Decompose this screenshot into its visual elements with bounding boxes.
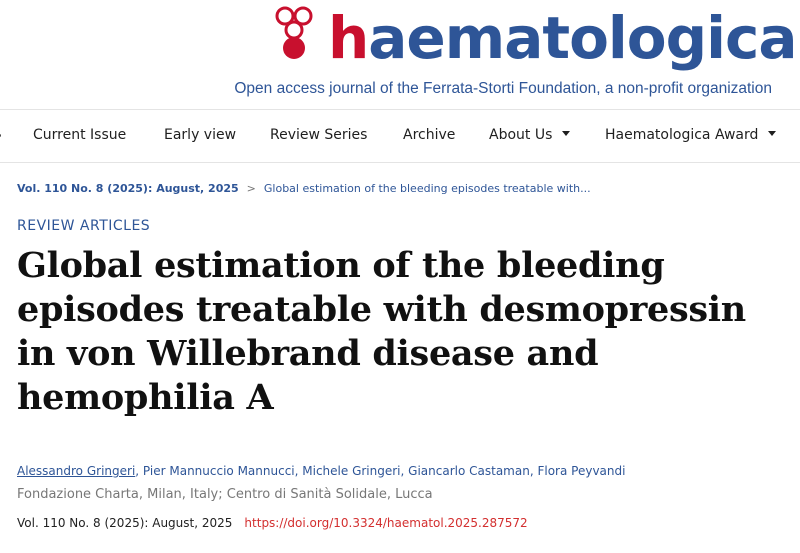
nav-review-series[interactable]: Review Series <box>270 127 368 143</box>
chevron-down-icon <box>768 130 777 136</box>
author-link[interactable]: Flora Peyvandi <box>537 464 626 478</box>
nav-early-view[interactable]: Early view <box>164 127 237 143</box>
author-separator: , <box>400 464 409 478</box>
doi-link[interactable]: https://doi.org/10.3324/haematol.2025.28… <box>244 516 528 530</box>
nav-current-issue[interactable]: Current Issue <box>33 127 127 143</box>
author-link[interactable]: Giancarlo Castaman <box>408 464 530 478</box>
drop-circles-logo-icon <box>275 6 313 59</box>
breadcrumb-separator: > <box>246 182 256 195</box>
article-citation-line: Vol. 110 No. 8 (2025): August, 2025 https… <box>17 516 528 530</box>
chevron-down-icon <box>562 130 571 136</box>
site-tagline: Open access journal of the Ferrata-Stort… <box>234 80 772 97</box>
nav-archive[interactable]: Archive <box>403 127 456 143</box>
nav-overflow-dot <box>0 134 1 137</box>
nav-about-us[interactable]: About Us <box>489 127 571 143</box>
breadcrumb-current: Global estimation of the bleeding episod… <box>263 182 591 195</box>
nav-haematologica-award[interactable]: Haematologica Award <box>605 127 777 143</box>
author-separator: , <box>294 464 303 478</box>
author-list: Alessandro Gringeri, Pier Mannuccio Mann… <box>17 464 625 478</box>
author-link[interactable]: Pier Mannuccio Mannucci <box>142 464 295 478</box>
site-wordmark: haematologica <box>328 4 798 72</box>
author-link[interactable]: Michele Gringeri <box>302 464 401 478</box>
author-separator: , <box>529 464 538 478</box>
author-separator: , <box>135 464 143 478</box>
article-section-label: REVIEW ARTICLES <box>17 218 151 234</box>
breadcrumb-issue-link[interactable]: Vol. 110 No. 8 (2025): August, 2025 <box>17 182 239 195</box>
volume-info: Vol. 110 No. 8 (2025): August, 2025 <box>17 516 233 530</box>
author-link[interactable]: Alessandro Gringeri <box>17 464 136 478</box>
site-logo[interactable]: haematologica <box>272 4 798 74</box>
breadcrumb: Vol. 110 No. 8 (2025): August, 2025 > Glob… <box>17 182 591 195</box>
article-title: Global estimation of the bleeding episod… <box>17 245 746 418</box>
author-affiliation: Fondazione Charta, Milan, Italy; Centro … <box>17 487 433 502</box>
main-nav: Current Issue Early view Review Series A… <box>0 109 800 163</box>
